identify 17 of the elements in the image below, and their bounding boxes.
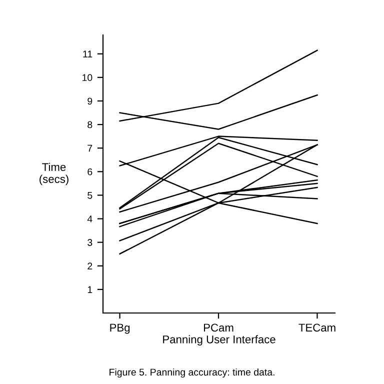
- x-tick-label: PCam: [204, 324, 234, 332]
- y-tick-label: 4: [87, 216, 92, 222]
- y-tick-label: 1: [88, 286, 92, 293]
- x-tick-label: TECam: [298, 324, 336, 332]
- y-tick-label: 9: [88, 98, 92, 105]
- y-tick-label: 5: [88, 192, 92, 199]
- y-tick-label: 3: [88, 239, 92, 246]
- y-tick-label: 11: [83, 50, 92, 58]
- y-tick-label: 2: [88, 262, 92, 270]
- y-axis-title: Time (secs): [40, 162, 68, 186]
- y-tick-label: 6: [88, 168, 92, 176]
- y-tick-label: 7: [88, 144, 92, 152]
- y-tick-label: 8: [88, 121, 92, 128]
- y-tick-label: 10: [82, 74, 92, 82]
- x-axis-title: Panning User Interface: [163, 335, 276, 346]
- caption: Figure 5. Panning accuracy: time data.: [110, 368, 274, 378]
- x-tick-label: PBg: [110, 324, 130, 334]
